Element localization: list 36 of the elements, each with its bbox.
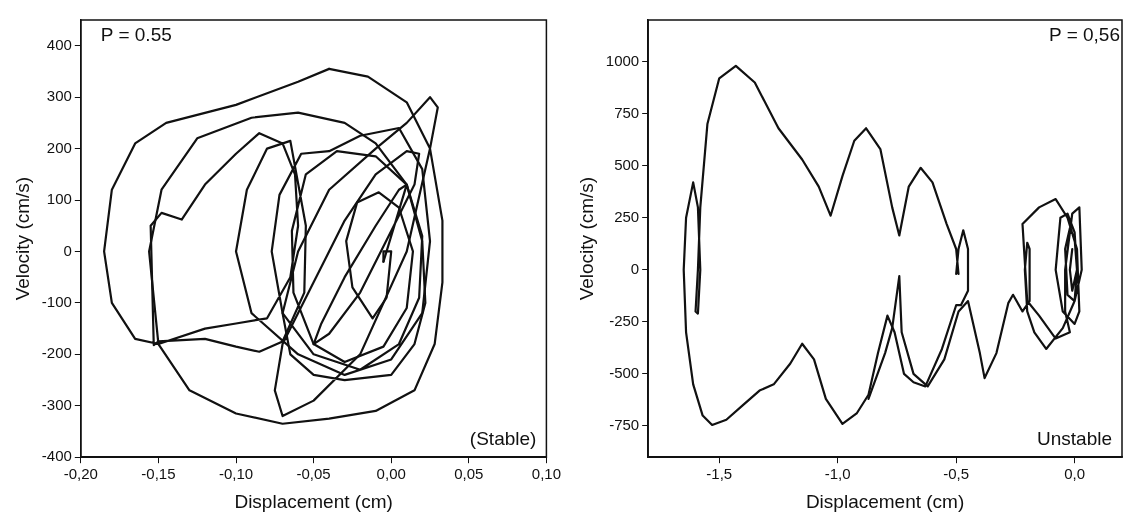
x-tick-label: 0,00 xyxy=(376,465,406,483)
y-tick-label: -500 xyxy=(609,364,640,382)
x-axis-title: Displacement (cm) xyxy=(805,490,965,512)
y-tick-label: -250 xyxy=(609,312,640,330)
annotation: Unstable xyxy=(1037,427,1112,449)
y-tick-label: 200 xyxy=(46,138,72,156)
y-tick-label: 300 xyxy=(46,87,72,105)
y-tick-label: -400 xyxy=(41,447,72,465)
x-tick-label: 0,10 xyxy=(531,465,561,483)
x-tick-label: -0,5 xyxy=(943,465,970,483)
y-tick-label: 1000 xyxy=(605,51,640,69)
y-tick-label: 100 xyxy=(46,190,72,208)
y-tick-label: 400 xyxy=(46,35,72,53)
x-tick-label: -1,5 xyxy=(706,465,733,483)
y-tick-label: -300 xyxy=(41,395,72,413)
y-axis-title: Velocity (cm/s) xyxy=(11,176,33,301)
y-tick-label: -750 xyxy=(609,416,640,434)
x-tick-label: -1,0 xyxy=(824,465,851,483)
y-tick-label: -200 xyxy=(41,344,72,362)
x-tick-label: 0,05 xyxy=(454,465,484,483)
y-axis-title: Velocity (cm/s) xyxy=(575,176,597,301)
x-tick-label: -0,05 xyxy=(296,465,331,483)
annotation: P = 0.55 xyxy=(100,23,172,45)
x-tick-label: 0,0 xyxy=(1064,465,1086,483)
x-axis-title: Displacement (cm) xyxy=(234,490,393,512)
annotation: (Stable) xyxy=(469,427,537,449)
x-tick-label: -0,10 xyxy=(218,465,254,483)
x-tick-label: -0,20 xyxy=(63,465,98,483)
y-tick-label: 750 xyxy=(614,103,640,121)
y-tick-label: 250 xyxy=(614,207,640,225)
annotation: P = 0,56 xyxy=(1049,23,1120,45)
y-tick-label: 0 xyxy=(630,259,640,277)
y-tick-label: 0 xyxy=(63,241,72,259)
x-tick-label: -0,15 xyxy=(141,465,176,483)
y-tick-label: -100 xyxy=(41,293,72,311)
y-tick-label: 500 xyxy=(614,155,640,173)
